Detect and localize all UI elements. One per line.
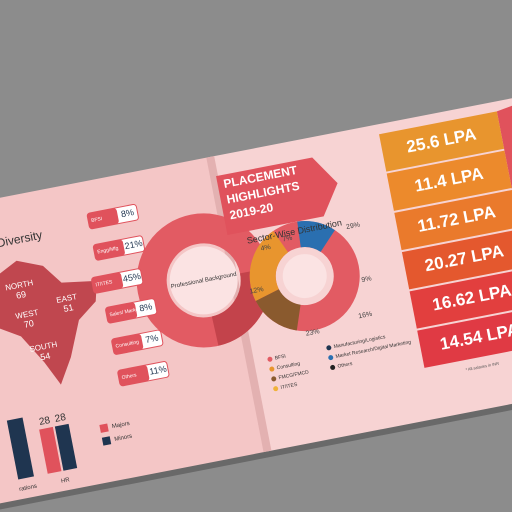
- salary-block: [401, 229, 512, 290]
- sector-label: 9%: [361, 275, 372, 284]
- legend-label: IT/ITES: [280, 382, 298, 391]
- item-label: Others: [121, 372, 137, 381]
- sector-label: 29%: [346, 221, 361, 231]
- sector-label: 23%: [305, 328, 320, 338]
- label-tag: [93, 239, 125, 261]
- legend-dot: [330, 364, 336, 370]
- region-name: EAST: [56, 292, 78, 305]
- legend-label: Majors: [111, 421, 130, 430]
- legend-dot: [328, 355, 334, 361]
- legend-dot: [273, 386, 279, 392]
- label-tag: [91, 272, 124, 294]
- bar-value: 28: [54, 412, 67, 425]
- legend-dot: [326, 345, 332, 351]
- footnote: * All salaries in INR: [465, 361, 499, 372]
- region-value: 51: [63, 302, 75, 314]
- item-label: Consulting: [115, 339, 140, 349]
- salary-block: [394, 189, 512, 251]
- legend-label: BFSI: [274, 354, 286, 362]
- salary-block: [417, 307, 512, 368]
- region-value: 70: [23, 318, 35, 330]
- bar: [6, 417, 34, 480]
- item-value: 8%: [120, 207, 135, 219]
- bar: [54, 423, 78, 471]
- label-tag: [105, 302, 138, 323]
- bar-label: rations: [19, 484, 38, 493]
- legend-dot: [271, 376, 277, 382]
- item-label: Engg/Mfg: [97, 245, 119, 255]
- legend-dot: [269, 366, 275, 372]
- salary-block: [386, 150, 512, 211]
- label-tag: [111, 333, 144, 355]
- legend-label: Minors: [114, 434, 133, 443]
- donut-hole: [169, 246, 238, 315]
- item-value: 7%: [145, 333, 160, 345]
- legend-swatch: [101, 436, 112, 446]
- legend-label: Others: [337, 361, 353, 370]
- item-value: 11%: [149, 364, 168, 377]
- donut-hole: [282, 254, 327, 299]
- item-value: 45%: [122, 271, 142, 284]
- salary-block: [379, 111, 505, 172]
- legend-label: Consulting: [276, 361, 301, 371]
- region-value: 69: [15, 289, 27, 301]
- sector-label: 4%: [260, 244, 271, 253]
- legend-dot: [267, 356, 273, 362]
- region-name: WEST: [15, 308, 40, 321]
- bar-label: HR: [61, 477, 71, 485]
- item-label: BFSI: [91, 216, 103, 224]
- brochure: -Wise DiversityNORTH69WEST70EAST51SOUTH5…: [0, 90, 512, 512]
- bar-value: 28: [38, 415, 51, 428]
- label-tag: [87, 208, 119, 229]
- bar: [39, 426, 62, 474]
- item-value: 21%: [124, 238, 144, 251]
- banner: [216, 157, 338, 236]
- item-value: 8%: [138, 301, 153, 313]
- sector-label: 16%: [358, 311, 373, 321]
- sector-label: 7%: [282, 235, 293, 244]
- item-label: IT/ITES: [95, 279, 113, 288]
- label-tag: [117, 365, 150, 386]
- content: -Wise DiversityNORTH69WEST70EAST51SOUTH5…: [0, 111, 512, 493]
- salary-block: [409, 268, 512, 329]
- legend-label: FMCG/FMCD: [278, 369, 310, 381]
- legend-swatch: [99, 423, 109, 433]
- map: [0, 260, 97, 385]
- sector-label: 12%: [249, 286, 264, 296]
- region-value: 54: [39, 351, 51, 363]
- donut-segment: [249, 221, 360, 332]
